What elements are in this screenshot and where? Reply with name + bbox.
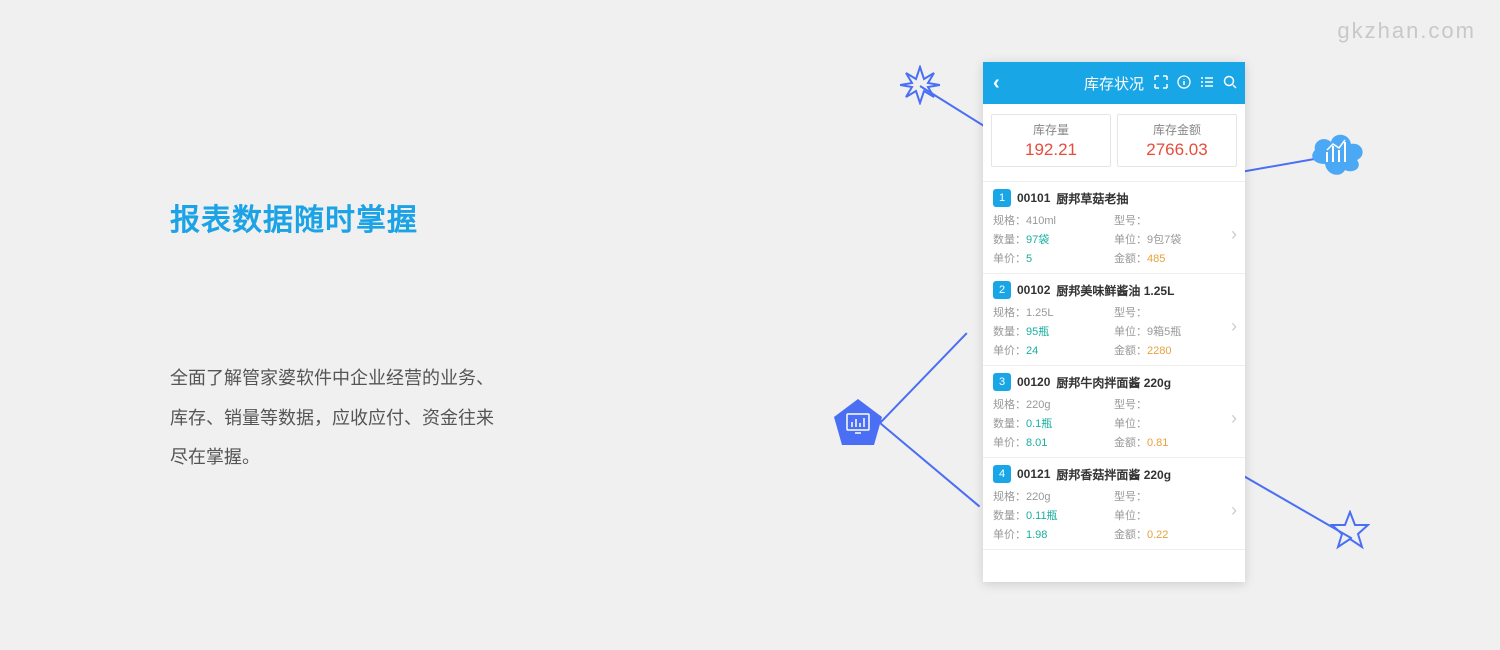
burst-icon (900, 65, 940, 110)
desc-line: 全面了解管家婆软件中企业经营的业务、 (170, 359, 650, 399)
item-amount: 金额：485 (1114, 250, 1235, 266)
list-icon[interactable] (1200, 75, 1214, 92)
item-model: 型号： (1114, 304, 1235, 320)
item-model: 型号： (1114, 488, 1235, 504)
chevron-right-icon: › (1231, 223, 1237, 244)
monitor-chart-icon (830, 395, 886, 456)
scan-icon[interactable] (1154, 75, 1168, 92)
marketing-text-block: 报表数据随时掌握 全面了解管家婆软件中企业经营的业务、 库存、销量等数据，应收应… (170, 195, 650, 478)
item-index-badge: 2 (993, 281, 1011, 299)
item-price: 单价：8.01 (993, 434, 1114, 450)
connector-line (879, 332, 967, 423)
main-title: 报表数据随时掌握 (170, 195, 650, 239)
item-name: 厨邦香菇拌面酱 220g (1056, 466, 1171, 483)
item-name: 厨邦牛肉拌面酱 220g (1056, 374, 1171, 391)
chevron-right-icon: › (1231, 315, 1237, 336)
star-icon (1330, 510, 1370, 555)
inventory-item[interactable]: 4 00121 厨邦香菇拌面酱 220g 规格：220g型号：数量：0.11瓶单位：单… (983, 458, 1245, 550)
info-icon[interactable] (1177, 75, 1191, 92)
item-price: 单价：1.98 (993, 526, 1114, 542)
item-code: 00121 (1017, 467, 1050, 481)
item-spec: 规格：220g (993, 396, 1114, 412)
item-index-badge: 1 (993, 189, 1011, 207)
item-amount: 金额：2280 (1114, 342, 1235, 358)
item-name: 厨邦草菇老抽 (1056, 190, 1128, 207)
inventory-list: 100101厨邦草菇老抽规格：410ml型号：数量：97袋单位：9包7袋单价：5… (983, 182, 1245, 550)
app-header: ‹ 库存状况 (983, 62, 1245, 104)
summary-label: 库存量 (992, 121, 1110, 138)
summary-stock-amount[interactable]: 库存金额 2766.03 (1117, 114, 1237, 167)
summary-value: 2766.03 (1118, 140, 1236, 160)
summary-label: 库存金额 (1118, 121, 1236, 138)
cloud-chart-icon (1305, 122, 1371, 183)
item-code: 00120 (1017, 375, 1050, 389)
item-price: 单价：5 (993, 250, 1114, 266)
connector-line (879, 422, 980, 507)
inventory-item[interactable]: 3 00120 厨邦牛肉拌面酱 220g 规格：220g型号：数量：0.1瓶单位：单价… (983, 366, 1245, 458)
summary-value: 192.21 (992, 140, 1110, 160)
item-unit: 单位： (1114, 507, 1235, 523)
item-model: 型号： (1114, 396, 1235, 412)
item-code: 00101 (1017, 191, 1050, 205)
phone-mockup: ‹ 库存状况 库存量 192.21 库存金额 2766.03 1 00101 (983, 62, 1245, 582)
item-code: 00102 (1017, 283, 1050, 297)
item-amount: 金额：0.81 (1114, 434, 1235, 450)
summary-cards: 库存量 192.21 库存金额 2766.03 (983, 104, 1245, 182)
item-unit: 单位： (1114, 415, 1235, 431)
header-title: 库存状况 (1084, 73, 1144, 94)
item-unit: 单位：9包7袋 (1114, 231, 1235, 247)
search-icon[interactable] (1223, 75, 1237, 92)
item-index-badge: 3 (993, 373, 1011, 391)
item-unit: 单位：9箱5瓶 (1114, 323, 1235, 339)
header-action-icons (1154, 75, 1237, 92)
item-model: 型号： (1114, 212, 1235, 228)
desc-line: 库存、销量等数据，应收应付、资金往来 (170, 399, 650, 439)
chevron-right-icon: › (1231, 407, 1237, 428)
item-qty: 数量：0.11瓶 (993, 507, 1114, 523)
desc-line: 尽在掌握。 (170, 438, 650, 478)
item-name: 厨邦美味鲜酱油 1.25L (1056, 282, 1174, 299)
chevron-right-icon: › (1231, 499, 1237, 520)
watermark-text: gkzhan.com (1337, 18, 1476, 44)
item-qty: 数量：0.1瓶 (993, 415, 1114, 431)
item-qty: 数量：97袋 (993, 231, 1114, 247)
item-qty: 数量：95瓶 (993, 323, 1114, 339)
back-icon[interactable]: ‹ (993, 72, 1000, 95)
item-price: 单价：24 (993, 342, 1114, 358)
inventory-item[interactable]: 2 00102 厨邦美味鲜酱油 1.25L 规格：1.25L型号：数量：95瓶单位：9… (983, 274, 1245, 366)
item-spec: 规格：1.25L (993, 304, 1114, 320)
inventory-item[interactable]: 1 00101 厨邦草菇老抽规格：410ml型号：数量：97袋单位：9包7袋单价：5… (983, 182, 1245, 274)
summary-stock-qty[interactable]: 库存量 192.21 (991, 114, 1111, 167)
item-spec: 规格：220g (993, 488, 1114, 504)
item-amount: 金额：0.22 (1114, 526, 1235, 542)
item-index-badge: 4 (993, 465, 1011, 483)
description: 全面了解管家婆软件中企业经营的业务、 库存、销量等数据，应收应付、资金往来 尽在… (170, 359, 650, 478)
item-spec: 规格：410ml (993, 212, 1114, 228)
